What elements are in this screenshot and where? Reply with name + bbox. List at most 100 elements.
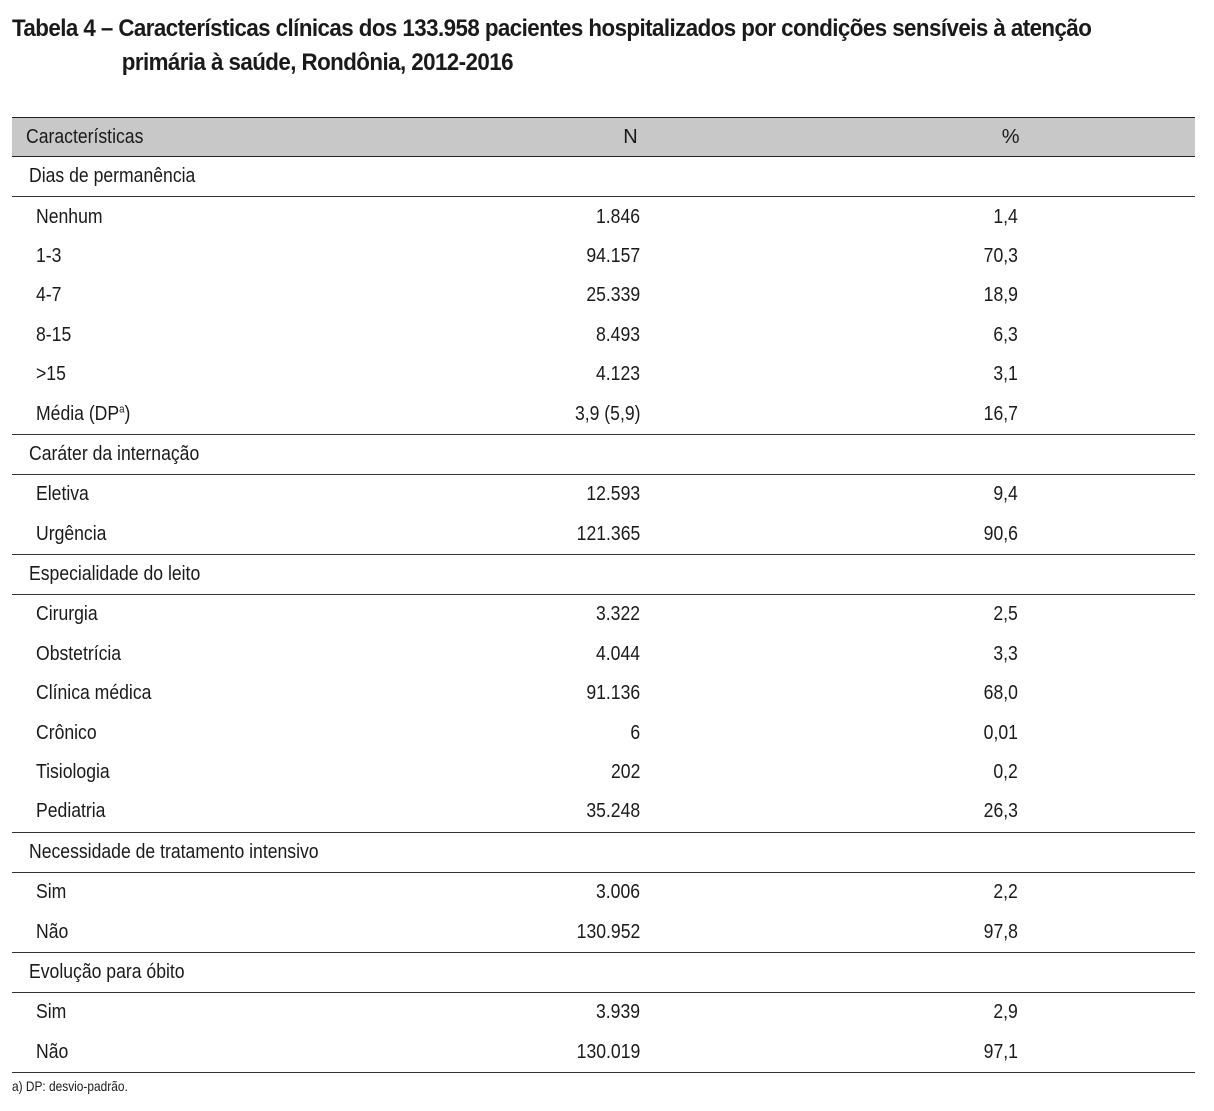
row-label: Crônico — [36, 721, 97, 744]
section-row: Necessidade de tratamento intensivo — [12, 832, 1195, 874]
row-n-value: 4.044 — [596, 642, 641, 665]
table-row: 4-7 25.339 18,9 — [12, 276, 1195, 315]
row-label: Cirurgia — [36, 603, 98, 626]
row-spacer — [1018, 674, 1195, 713]
table-row: Sim 3.006 2,2 — [12, 873, 1195, 913]
row-percent-value: 70,3 — [983, 244, 1018, 267]
row-spacer — [1018, 316, 1195, 355]
row-n-value: 130.019 — [448, 1032, 641, 1073]
header-percent: % — [640, 117, 1020, 157]
table-row: Não 130.019 97,1 — [12, 1032, 1195, 1073]
table-row: Pediatria 35.248 26,3 — [12, 792, 1195, 833]
row-n-value: 12.593 — [586, 483, 641, 506]
row-label: Obstetrícia — [36, 642, 122, 665]
section-label: Caráter da internação — [12, 434, 1195, 476]
row-percent-value: 0,2 — [993, 761, 1018, 784]
row-spacer — [1017, 394, 1195, 435]
row-label: Não — [12, 912, 449, 953]
footnote: a) DP: desvio-padrão. — [12, 1078, 128, 1094]
row-percent-value: 6,3 — [993, 323, 1018, 346]
row-label: Clínica médica — [36, 682, 152, 705]
table-row: Cirurgia 3.322 2,5 — [12, 595, 1195, 635]
row-percent-value: 0,01 — [983, 721, 1018, 744]
section-row: Caráter da internação — [12, 434, 1195, 476]
table-row: Urgência 121.365 90,6 — [12, 514, 1195, 555]
header-n: N — [448, 117, 641, 157]
table-body: Características N % Dias de permanência N… — [12, 117, 1195, 1073]
row-percent-value: 2,9 — [993, 1001, 1018, 1024]
row-label: Tisiologia — [36, 761, 110, 784]
table-row: Eletiva 12.593 9,4 — [12, 475, 1195, 515]
row-label: 4-7 — [36, 284, 62, 307]
row-label: Urgência — [12, 514, 449, 555]
row-spacer — [1018, 197, 1195, 237]
row-n-value: 202 — [611, 761, 641, 784]
table-row: Clínica médica 91.136 68,0 — [12, 674, 1195, 713]
row-n-value: 1.846 — [596, 205, 641, 228]
row-n-value: 6 — [630, 721, 641, 744]
row-spacer — [1017, 514, 1195, 555]
row-spacer — [1018, 713, 1195, 752]
row-spacer — [1017, 1032, 1195, 1073]
row-n-value: 3,9 (5,9) — [448, 394, 641, 435]
section-row: Evolução para óbito — [12, 952, 1195, 994]
section-label: Evolução para óbito — [12, 952, 1195, 994]
row-n-value: 35.248 — [448, 792, 641, 833]
row-n-value: 130.952 — [448, 912, 641, 953]
row-n-value: 121.365 — [448, 514, 641, 555]
section-label: Dias de permanência — [12, 156, 1195, 198]
table-row: 8-15 8.493 6,3 — [12, 316, 1195, 355]
section-row: Dias de permanência — [12, 156, 1195, 198]
header-spacer — [1017, 117, 1195, 157]
row-label: Sim — [36, 1001, 67, 1024]
table-row: Média (DPa) 3,9 (5,9) 16,7 — [12, 394, 1195, 435]
row-label: 1-3 — [36, 244, 62, 267]
row-n-value: 3.322 — [596, 603, 641, 626]
row-label: 8-15 — [36, 323, 72, 346]
section-label: Especialidade do leito — [12, 554, 1195, 596]
row-spacer — [1018, 635, 1195, 674]
row-percent-value: 16,7 — [640, 394, 1018, 435]
row-spacer — [1018, 475, 1195, 515]
row-label: Nenhum — [36, 205, 103, 228]
row-spacer — [1018, 355, 1195, 394]
row-spacer — [1017, 912, 1195, 953]
row-label: Pediatria — [12, 792, 449, 833]
table-row: Sim 3.939 2,9 — [12, 993, 1195, 1033]
row-n-value: 3.006 — [596, 881, 641, 904]
row-spacer — [1018, 753, 1195, 792]
row-percent-value: 90,6 — [640, 514, 1018, 555]
row-label: Sim — [36, 881, 67, 904]
header-characteristics: Características — [12, 117, 449, 157]
table-row: 1-3 94.157 70,3 — [12, 237, 1195, 276]
characteristics-table: Características N % Dias de permanência N… — [12, 117, 1195, 1073]
table-row: Tisiologia 202 0,2 — [12, 753, 1195, 792]
row-percent-value: 3,1 — [993, 363, 1018, 386]
row-spacer — [1018, 993, 1195, 1033]
table-row: Obstetrícia 4.044 3,3 — [12, 635, 1195, 674]
table-row: >15 4.123 3,1 — [12, 355, 1195, 394]
table-title-line2: primária à saúde, Rondônia, 2012-2016 — [121, 49, 514, 76]
row-n-value: 8.493 — [596, 323, 641, 346]
table-row: Não 130.952 97,8 — [12, 912, 1195, 953]
row-percent-value: 68,0 — [983, 682, 1018, 705]
row-n-value: 25.339 — [586, 284, 641, 307]
row-n-value: 4.123 — [596, 363, 641, 386]
row-percent-value: 97,1 — [640, 1032, 1018, 1073]
table-row: Nenhum 1.846 1,4 — [12, 197, 1195, 237]
row-n-value: 3.939 — [596, 1001, 641, 1024]
section-row: Especialidade do leito — [12, 554, 1195, 596]
row-percent-value: 97,8 — [640, 912, 1018, 953]
row-percent-value: 2,5 — [993, 603, 1018, 626]
table-row: Crônico 6 0,01 — [12, 713, 1195, 752]
row-percent-value: 9,4 — [993, 483, 1018, 506]
table-header-row: Características N % — [12, 117, 1195, 157]
row-spacer — [1018, 595, 1195, 635]
row-label: >15 — [36, 363, 66, 386]
row-n-value: 94.157 — [586, 244, 641, 267]
row-percent-value: 1,4 — [993, 205, 1018, 228]
row-label: Não — [12, 1032, 449, 1073]
section-label: Necessidade de tratamento intensivo — [12, 832, 1195, 874]
row-percent-value: 3,3 — [993, 642, 1018, 665]
row-spacer — [1017, 792, 1195, 833]
